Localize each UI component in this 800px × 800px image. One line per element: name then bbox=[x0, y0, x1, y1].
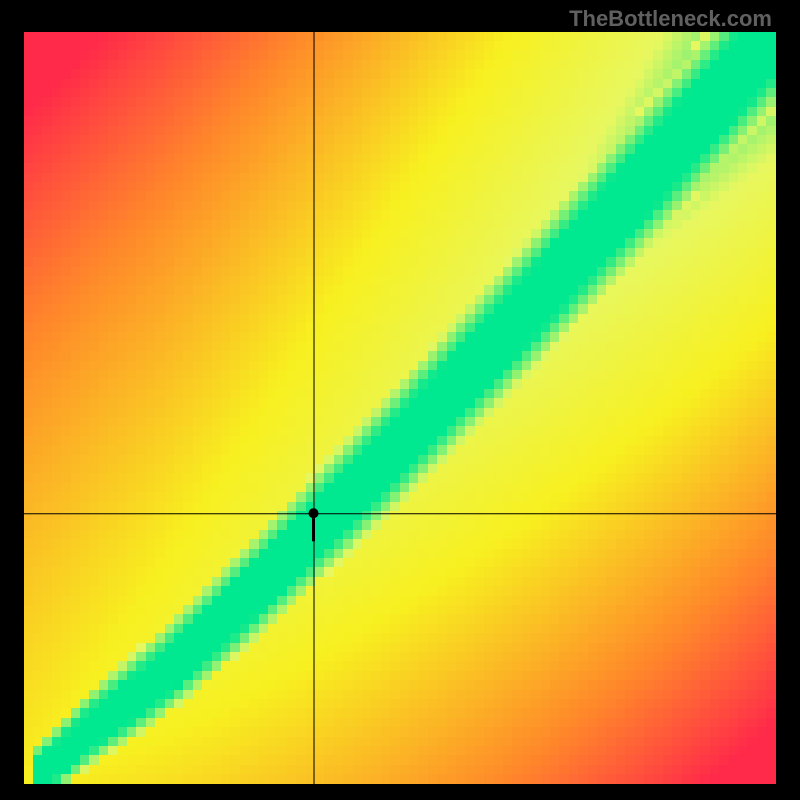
heatmap-plot bbox=[24, 32, 776, 784]
watermark-text: TheBottleneck.com bbox=[569, 6, 772, 32]
chart-container: TheBottleneck.com bbox=[0, 0, 800, 800]
